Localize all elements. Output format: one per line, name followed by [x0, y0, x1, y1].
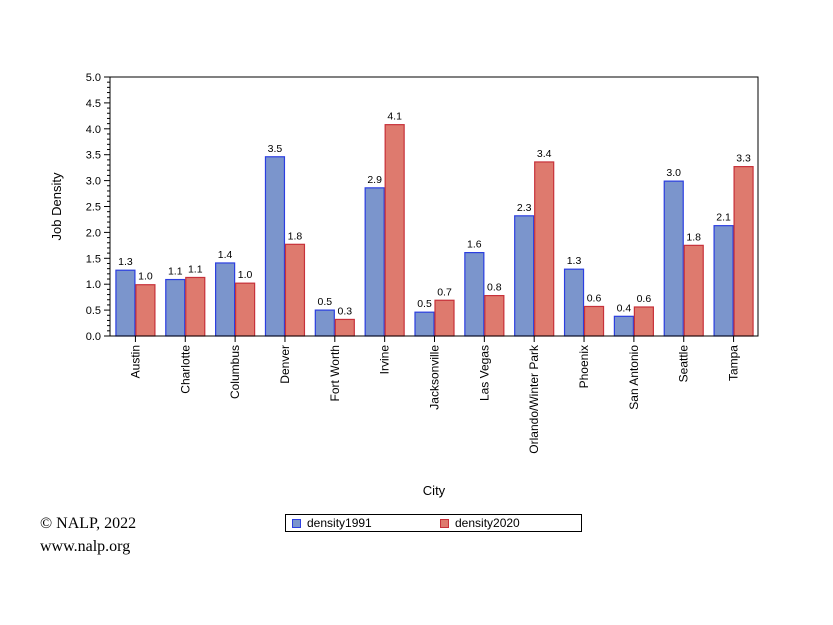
data-label: 0.4	[617, 302, 632, 314]
y-tick-label: 1.0	[86, 279, 101, 291]
data-label: 3.0	[666, 167, 681, 179]
data-label: 0.6	[637, 293, 652, 305]
data-label: 2.1	[716, 212, 731, 224]
bar-density2020	[135, 284, 156, 337]
x-tick-label: Austin	[128, 345, 142, 378]
y-tick-label: 1.5	[86, 253, 101, 265]
bar-density2020	[185, 276, 206, 337]
x-tick-label: Phoenix	[577, 345, 591, 388]
bar-density2020	[284, 243, 306, 337]
bar-density1991	[414, 311, 435, 337]
bar-density1991	[314, 309, 335, 337]
data-label: 0.5	[318, 296, 333, 308]
bar-density1991	[514, 215, 535, 337]
y-axis-ticks: 0.0 0.5 1.0 1.5 2.0 2.5 3.0 3.5 4.0 4.5 5.0	[86, 72, 110, 343]
plot-frame	[109, 76, 759, 337]
bar-density2020	[683, 244, 704, 337]
legend-item-density2020: density2020	[440, 516, 520, 530]
bar-density2020	[235, 282, 256, 337]
bar-density1991	[165, 278, 186, 337]
legend-label: density2020	[455, 516, 520, 530]
data-label: 1.3	[118, 256, 133, 268]
copyright-text: © NALP, 2022	[40, 515, 137, 532]
bar-density1991	[464, 252, 485, 337]
bar-density1991	[563, 268, 585, 337]
x-tick-label: Tampa	[727, 345, 741, 381]
x-tick-label: Orlando/Winter Park	[527, 344, 541, 454]
data-label: 1.8	[686, 231, 701, 243]
bar-density2020	[434, 299, 455, 337]
data-label: 1.4	[218, 249, 233, 261]
bars: 1.3 1.0 1.1 1.1 1.4 1.0 3.5 1.8 0.5 0.3 2.9 4.1 0.5 0…	[115, 111, 754, 337]
x-tick-label: Irvine	[378, 345, 392, 375]
x-axis-ticks: Austin Charlotte Columbus Denver Fort Worth I…	[128, 336, 741, 454]
x-axis-title: City	[423, 483, 446, 498]
bar-density2020	[334, 318, 355, 337]
data-label: 0.7	[437, 286, 452, 298]
y-tick-label: 0.5	[86, 305, 101, 317]
y-tick-label: 5.0	[86, 72, 101, 84]
data-label: 1.6	[467, 239, 482, 251]
y-tick-label: 4.0	[86, 124, 101, 136]
data-label: 0.5	[417, 298, 432, 310]
data-label: 4.1	[387, 111, 402, 123]
legend-label: density1991	[307, 516, 372, 530]
bar-density1991	[364, 187, 385, 337]
data-label: 2.9	[367, 174, 382, 186]
data-label: 1.0	[238, 269, 253, 281]
data-label: 0.6	[587, 292, 602, 304]
data-label: 3.4	[537, 148, 552, 160]
y-tick-label: 3.5	[86, 150, 101, 162]
data-label: 3.5	[268, 143, 283, 155]
data-label: 0.3	[338, 305, 353, 317]
x-tick-label: San Antonio	[627, 345, 641, 410]
y-tick-label: 2.5	[86, 202, 101, 214]
x-tick-label: Charlotte	[178, 345, 192, 394]
x-tick-label: Las Vegas	[477, 345, 491, 401]
x-tick-label: Denver	[278, 345, 292, 384]
y-tick-label: 3.0	[86, 176, 101, 188]
data-label: 3.3	[736, 153, 751, 165]
data-label: 1.0	[138, 271, 153, 283]
bar-density1991	[713, 225, 734, 337]
bar-density1991	[613, 315, 634, 337]
data-label: 1.8	[288, 230, 303, 242]
website-link[interactable]: www.nalp.org	[40, 538, 131, 555]
data-label: 1.1	[168, 266, 183, 278]
y-axis-title: Job Density	[49, 172, 64, 240]
x-tick-label: Jacksonville	[428, 345, 442, 410]
bar-density1991	[215, 262, 236, 337]
data-label: 2.3	[517, 202, 532, 214]
x-tick-label: Columbus	[228, 345, 242, 399]
bar-density2020	[633, 306, 654, 337]
bar-density1991	[115, 269, 136, 337]
bar-density2020	[484, 294, 505, 337]
bar-density2020	[583, 305, 605, 337]
y-tick-label: 0.0	[86, 331, 101, 343]
data-label: 1.1	[188, 263, 203, 275]
y-tick-label: 2.0	[86, 227, 101, 239]
x-tick-label: Seattle	[677, 345, 691, 383]
data-label: 0.8	[487, 282, 502, 294]
legend: density1991 density2020	[285, 514, 582, 532]
legend-swatch-density1991	[292, 518, 301, 528]
bar-density1991	[663, 180, 684, 337]
data-label: 1.3	[567, 255, 582, 267]
bar-density2020	[733, 166, 754, 337]
x-tick-label: Fort Worth	[328, 345, 342, 401]
bar-density2020	[384, 124, 405, 337]
bar-density1991	[264, 156, 286, 337]
legend-item-density1991: density1991	[292, 516, 372, 530]
y-tick-label: 4.5	[86, 98, 101, 110]
bar-density2020	[534, 161, 555, 337]
legend-swatch-density2020	[440, 518, 449, 528]
